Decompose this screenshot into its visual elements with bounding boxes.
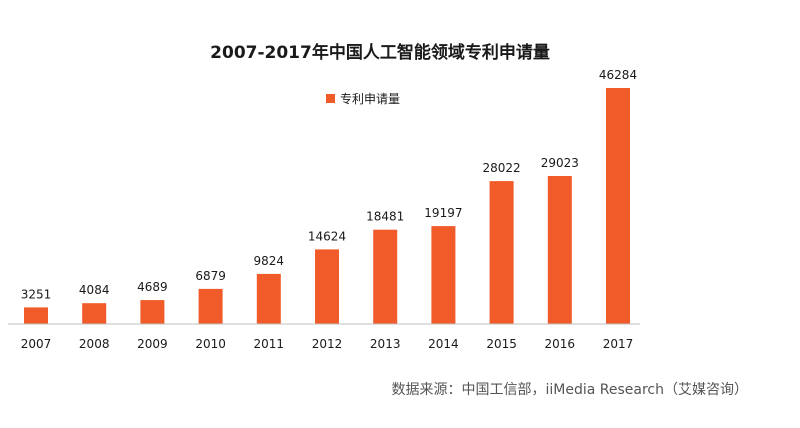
value-label-2008: 4084 — [79, 283, 110, 297]
bar-2007 — [24, 307, 48, 324]
legend: 专利申请量 — [326, 91, 400, 106]
x-tick-2011: 2011 — [254, 337, 285, 351]
x-tick-2013: 2013 — [370, 337, 401, 351]
bar-2008 — [82, 303, 107, 324]
value-label-2017: 46284 — [599, 68, 637, 82]
x-tick-2009: 2009 — [137, 337, 168, 351]
value-label-2010: 6879 — [195, 269, 226, 283]
legend-label: 专利申请量 — [340, 91, 400, 106]
x-tick-2017: 2017 — [603, 337, 634, 351]
bar-2012 — [315, 249, 339, 324]
bar-2017 — [606, 88, 630, 324]
bar-2010 — [198, 288, 223, 324]
bar-2014 — [431, 226, 456, 324]
value-labels-layer: 3251 4084 4689 6879 9824 14624 18481 19197 28022… — [21, 68, 637, 301]
value-label-2013: 18481 — [366, 210, 404, 224]
chart-title: 2007-2017年中国人工智能领域专利申请量 — [210, 42, 550, 63]
bar-2016 — [547, 176, 572, 324]
x-tick-2008: 2008 — [79, 337, 110, 351]
x-tick-2010: 2010 — [195, 337, 226, 351]
x-tick-labels: 2007 2008 2009 2010 2011 2012 2013 2014 2015 2016… — [21, 337, 634, 351]
source-note: 数据来源：中国工信部，iiMedia Research（艾媒咨询） — [392, 382, 749, 398]
x-tick-2012: 2012 — [312, 337, 343, 351]
bar-2015 — [489, 181, 514, 324]
bar-2011 — [256, 273, 281, 324]
value-label-2014: 19197 — [424, 206, 462, 220]
value-label-2012: 14624 — [308, 229, 346, 243]
bar-2009 — [140, 300, 165, 324]
bar-2013 — [373, 229, 398, 324]
value-label-2016: 29023 — [541, 156, 579, 170]
x-tick-2014: 2014 — [428, 337, 459, 351]
x-tick-2015: 2015 — [486, 337, 517, 351]
bars-layer — [24, 88, 630, 324]
legend-swatch — [326, 94, 335, 103]
x-tick-2016: 2016 — [545, 337, 576, 351]
value-label-2015: 28022 — [483, 161, 521, 175]
x-tick-2007: 2007 — [21, 337, 52, 351]
value-label-2007: 3251 — [21, 287, 52, 301]
value-label-2009: 4689 — [137, 280, 168, 294]
value-label-2011: 9824 — [254, 254, 285, 268]
